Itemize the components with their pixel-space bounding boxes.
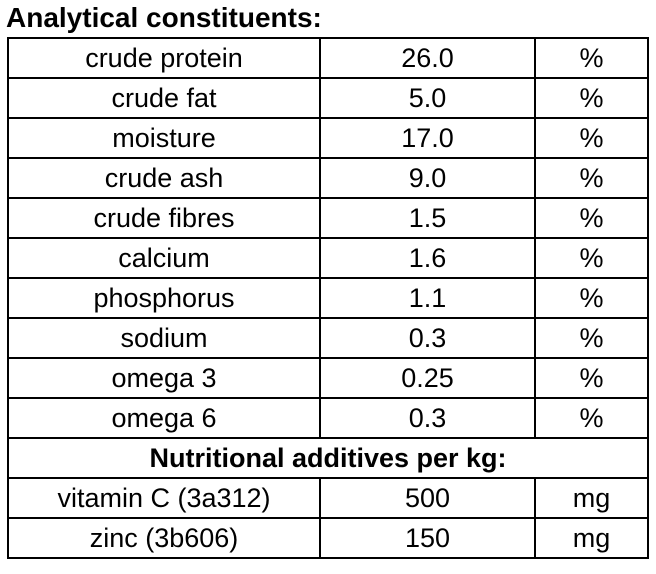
page-title: Analytical constituents:: [6, 2, 322, 33]
table-row: moisture 17.0 %: [7, 117, 649, 159]
constituent-value: 1.1: [319, 277, 536, 319]
table-row: crude protein 26.0 %: [7, 37, 649, 79]
constituent-name: phosphorus: [7, 277, 321, 319]
section-header: Nutritional additives per kg:: [7, 437, 649, 479]
additive-name: zinc (3b606): [7, 517, 321, 559]
table-row: sodium 0.3 %: [7, 317, 649, 359]
constituent-name: crude fibres: [7, 197, 321, 239]
table-row: crude fibres 1.5 %: [7, 197, 649, 239]
additive-value: 150: [319, 517, 536, 559]
table-row: zinc (3b606) 150 mg: [7, 517, 649, 559]
additive-unit: mg: [534, 517, 649, 559]
analytical-constituents-table: crude protein 26.0 % crude fat 5.0 % moi…: [7, 37, 649, 559]
constituent-unit: %: [534, 357, 649, 399]
table-row: phosphorus 1.1 %: [7, 277, 649, 319]
constituent-name: crude fat: [7, 77, 321, 119]
constituent-name: omega 3: [7, 357, 321, 399]
constituent-value: 0.3: [319, 397, 536, 439]
section-header-row: Nutritional additives per kg:: [7, 437, 649, 479]
constituent-name: omega 6: [7, 397, 321, 439]
constituent-unit: %: [534, 157, 649, 199]
table-row: crude ash 9.0 %: [7, 157, 649, 199]
constituent-value: 1.6: [319, 237, 536, 279]
table-row: omega 6 0.3 %: [7, 397, 649, 439]
constituent-unit: %: [534, 117, 649, 159]
additive-unit: mg: [534, 477, 649, 519]
constituent-unit: %: [534, 317, 649, 359]
constituent-unit: %: [534, 77, 649, 119]
constituent-unit: %: [534, 397, 649, 439]
table-row: calcium 1.6 %: [7, 237, 649, 279]
constituent-value: 1.5: [319, 197, 536, 239]
table-row: crude fat 5.0 %: [7, 77, 649, 119]
constituent-name: crude ash: [7, 157, 321, 199]
table-row: vitamin C (3a312) 500 mg: [7, 477, 649, 519]
constituent-value: 26.0: [319, 37, 536, 79]
constituent-name: moisture: [7, 117, 321, 159]
table-row: omega 3 0.25 %: [7, 357, 649, 399]
additive-name: vitamin C (3a312): [7, 477, 321, 519]
constituent-value: 9.0: [319, 157, 536, 199]
constituent-name: calcium: [7, 237, 321, 279]
constituent-value: 0.3: [319, 317, 536, 359]
constituent-name: sodium: [7, 317, 321, 359]
constituent-name: crude protein: [7, 37, 321, 79]
constituent-value: 17.0: [319, 117, 536, 159]
constituent-unit: %: [534, 237, 649, 279]
constituent-unit: %: [534, 197, 649, 239]
constituent-value: 0.25: [319, 357, 536, 399]
additive-value: 500: [319, 477, 536, 519]
constituent-unit: %: [534, 37, 649, 79]
constituent-value: 5.0: [319, 77, 536, 119]
constituent-unit: %: [534, 277, 649, 319]
